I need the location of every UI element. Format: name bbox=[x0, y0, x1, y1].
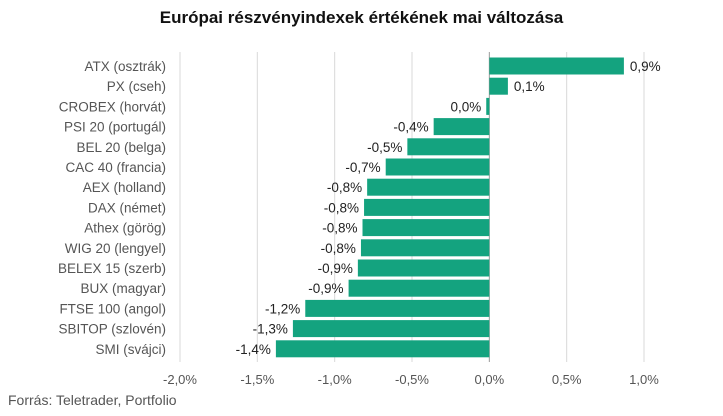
bar bbox=[362, 219, 490, 237]
bar bbox=[486, 97, 490, 115]
x-tick-label: -1,0% bbox=[318, 372, 352, 387]
bar bbox=[364, 198, 490, 216]
bar bbox=[292, 320, 490, 338]
bar bbox=[357, 259, 490, 277]
data-label: -0,8% bbox=[322, 221, 357, 236]
bar bbox=[385, 158, 490, 176]
chart-title: Európai részvényindexek értékének mai vá… bbox=[159, 8, 564, 27]
data-label: -0,8% bbox=[324, 200, 359, 215]
data-label: -0,9% bbox=[308, 281, 343, 296]
source-note: Forrás: Teletrader, Portfolio bbox=[8, 392, 177, 408]
value-labels: 0,9% 0,1% 0,0% -0,4% -0,5% -0,7% -0,8% -0,8% -0,… bbox=[236, 59, 661, 357]
category-label: CROBEX (horvát) bbox=[59, 99, 166, 114]
bar bbox=[367, 178, 490, 196]
category-label: BELEX 15 (szerb) bbox=[58, 261, 166, 276]
data-label: 0,9% bbox=[630, 59, 661, 74]
category-label: BEL 20 (belga) bbox=[76, 140, 166, 155]
x-tick-label: 0,0% bbox=[475, 372, 505, 387]
category-label: ATX (osztrák) bbox=[84, 59, 166, 74]
data-label: 0,0% bbox=[450, 99, 481, 114]
category-label: BUX (magyar) bbox=[80, 281, 166, 296]
bar bbox=[433, 118, 490, 136]
x-tick-label: -0,5% bbox=[395, 372, 429, 387]
bar-layer bbox=[275, 57, 624, 358]
data-label: -1,4% bbox=[236, 342, 271, 357]
bar bbox=[348, 279, 490, 297]
data-label: -0,4% bbox=[393, 120, 428, 135]
category-labels: ATX (osztrák) PX (cseh) CROBEX (horvát) PSI… bbox=[58, 59, 166, 357]
category-label: SMI (svájci) bbox=[96, 342, 167, 357]
category-label: FTSE 100 (angol) bbox=[59, 301, 166, 316]
data-label: -0,7% bbox=[345, 160, 380, 175]
data-label: -0,8% bbox=[321, 241, 356, 256]
x-tick-label: 0,5% bbox=[552, 372, 582, 387]
bar bbox=[275, 340, 490, 358]
category-label: PSI 20 (portugál) bbox=[64, 120, 166, 135]
data-label: -0,8% bbox=[327, 180, 362, 195]
data-label: -0,9% bbox=[318, 261, 353, 276]
x-tick-label: -1,5% bbox=[240, 372, 274, 387]
bar bbox=[489, 57, 624, 75]
category-label: WIG 20 (lengyel) bbox=[65, 241, 166, 256]
bar bbox=[360, 239, 490, 257]
data-label: -0,5% bbox=[367, 140, 402, 155]
data-label: -1,3% bbox=[253, 322, 288, 337]
bar bbox=[305, 299, 490, 317]
x-tick-label: 1,0% bbox=[629, 372, 659, 387]
bar bbox=[489, 77, 508, 95]
category-label: SBITOP (szlovén) bbox=[58, 322, 166, 337]
category-label: DAX (német) bbox=[88, 200, 166, 215]
category-label: AEX (holland) bbox=[83, 180, 166, 195]
category-label: PX (cseh) bbox=[107, 79, 166, 94]
bar bbox=[407, 138, 490, 156]
data-label: -1,2% bbox=[265, 301, 300, 316]
data-label: 0,1% bbox=[514, 79, 545, 94]
category-label: Athex (görög) bbox=[84, 221, 166, 236]
category-label: CAC 40 (francia) bbox=[65, 160, 166, 175]
x-tick-label: -2,0% bbox=[163, 372, 197, 387]
x-axis-ticks: -2,0% -1,5% -1,0% -0,5% 0,0% 0,5% 1,0% bbox=[163, 372, 659, 387]
